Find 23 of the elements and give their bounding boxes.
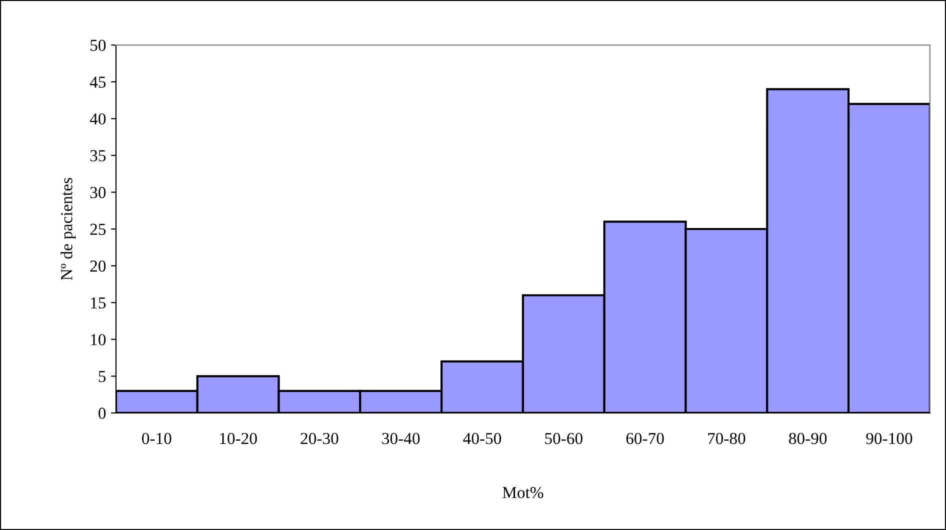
y-tick-label: 50 [90,40,106,51]
y-tick-label: 5 [98,371,106,382]
x-axis-title: Mot% [502,486,544,498]
x-tick-label: 50-60 [545,432,582,444]
y-tick-label: 15 [91,297,106,309]
x-tick-label: 60-70 [626,432,664,444]
y-tick-label: 10 [91,334,106,346]
y-tick-label: 0 [98,408,106,419]
y-tick-label: 30 [90,186,106,198]
y-tick-label: 20 [90,260,106,272]
y-tick-label: 40 [90,113,106,125]
x-tick-label: 30-40 [382,432,420,444]
x-tick-label: 20-30 [300,432,338,444]
x-tick-label: 90-100 [866,432,912,444]
x-tick-label: 70-80 [708,432,746,444]
y-axis-title: Nº de pacientes [60,178,76,280]
y-tick-label: 35 [90,150,106,162]
x-tick-label: 0-10 [142,432,172,444]
x-tick-label: 80-90 [789,432,827,444]
y-tick-label: 45 [90,76,106,88]
x-tick-label: 40-50 [463,432,502,444]
y-tick-label: 25 [90,224,106,235]
x-tick-label: 10-20 [220,432,257,444]
